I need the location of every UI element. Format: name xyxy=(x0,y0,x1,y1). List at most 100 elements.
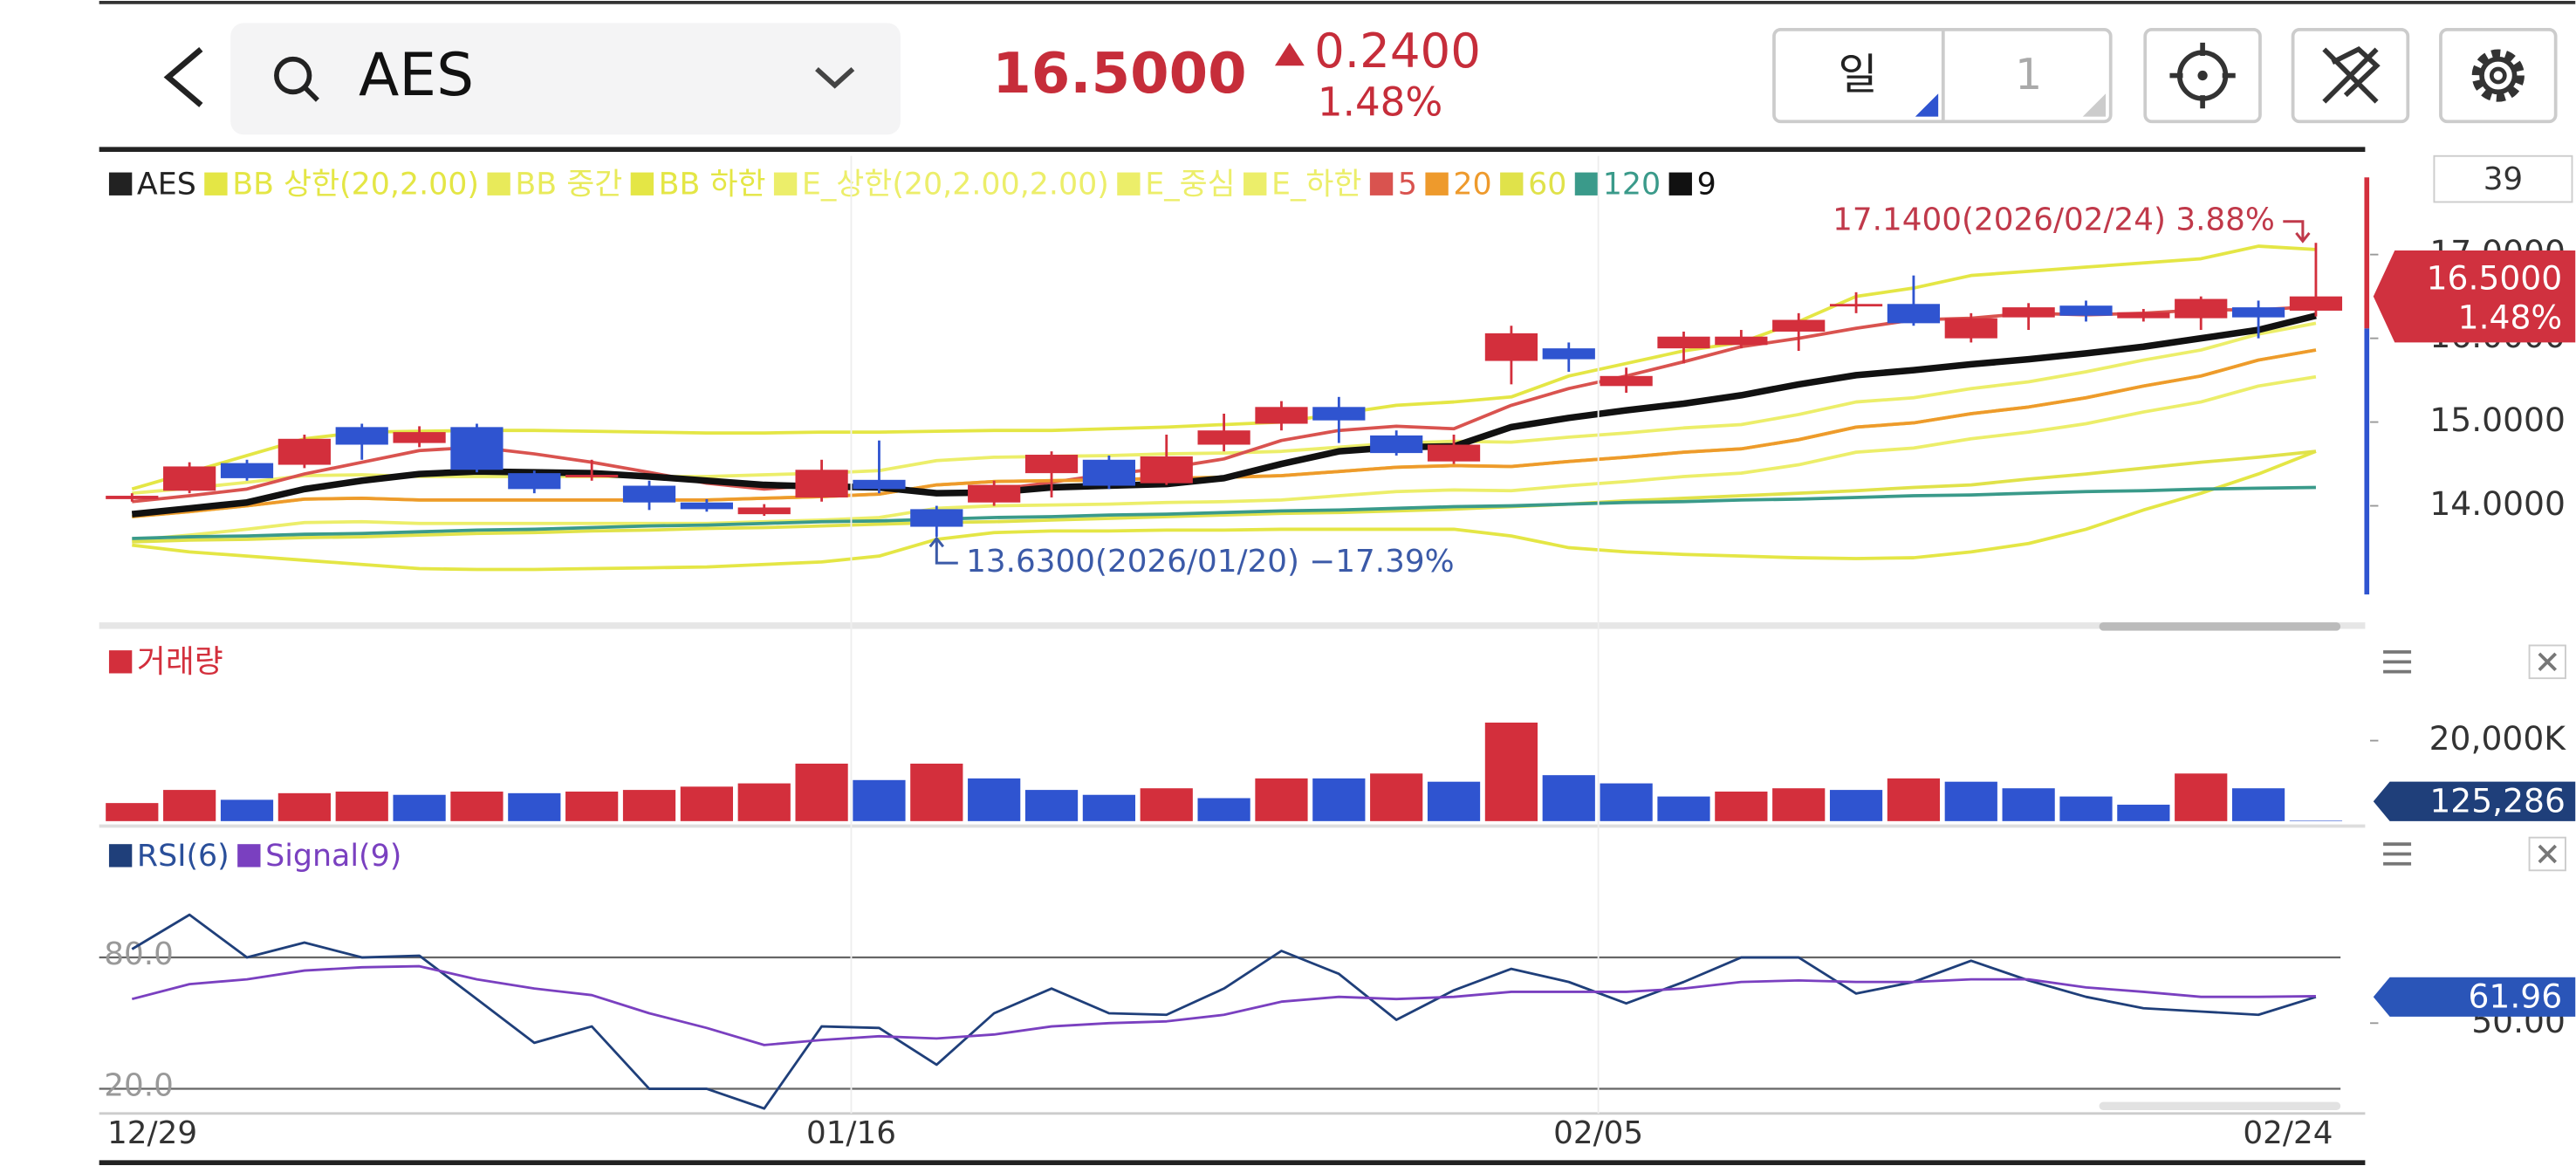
candle-body xyxy=(1542,348,1595,360)
volume-bar xyxy=(2289,820,2343,821)
search-box[interactable] xyxy=(230,23,901,135)
candle-body xyxy=(393,432,446,443)
indicator-line xyxy=(132,449,2317,572)
back-button[interactable] xyxy=(163,46,203,107)
indicator-line xyxy=(131,312,2317,518)
x-tick-label: 12/29 xyxy=(107,1115,197,1151)
scrollbar[interactable] xyxy=(2099,1101,2341,1111)
candle-body xyxy=(2059,305,2113,316)
legend-swatch xyxy=(1369,172,1394,195)
candle-body xyxy=(1197,430,1250,445)
candle-body xyxy=(1140,456,1193,484)
price-badge xyxy=(2373,250,2576,343)
scrollbar[interactable] xyxy=(2099,622,2341,631)
volume-bar xyxy=(2231,788,2285,821)
menu-icon[interactable] xyxy=(2383,842,2412,866)
candle-body xyxy=(565,475,619,477)
candle-body xyxy=(1427,444,1481,462)
change-badge-label: 1.48% xyxy=(2458,298,2563,336)
volume-bar xyxy=(1887,778,1941,821)
candle-body xyxy=(1944,318,1997,339)
candle-body xyxy=(508,473,561,490)
y-tick-label: 20.0 xyxy=(104,1068,174,1104)
volume-bar xyxy=(565,791,619,821)
volume-bar xyxy=(277,792,331,821)
low-annotation: 13.6300(2026/01/20) −17.39% xyxy=(966,544,1454,580)
candle-body xyxy=(622,485,676,503)
volume-bar xyxy=(737,783,791,821)
candle-body xyxy=(2117,312,2170,319)
candle-body xyxy=(2231,307,2285,318)
candle-body xyxy=(1829,304,1883,307)
volume-bar xyxy=(1657,796,1710,821)
legend-swatch xyxy=(1574,172,1599,195)
close-icon xyxy=(2538,652,2557,672)
volume-bar xyxy=(622,790,676,821)
y-tick-label: 15.0000 xyxy=(2429,401,2566,439)
gear-icon xyxy=(2479,56,2518,95)
candle-body xyxy=(1024,455,1079,474)
series-line xyxy=(131,964,2316,1046)
legend-swatch xyxy=(108,172,133,195)
legend-label: E_상한(20,2.00,2.00) xyxy=(802,168,1109,202)
high-annotation: 17.1400(2026/02/24) 3.88% xyxy=(1833,202,2275,238)
volume-bar xyxy=(220,799,274,821)
volume-bar xyxy=(1772,788,1826,821)
volume-bar xyxy=(1024,790,1079,821)
legend-label: E_하한 xyxy=(1271,168,1361,202)
legend-swatch xyxy=(204,172,228,195)
draw-icon xyxy=(2322,46,2381,104)
legend-label: RSI(6) xyxy=(137,839,230,874)
volume-bar xyxy=(910,763,963,821)
volume-bar xyxy=(2002,788,2055,821)
period-value[interactable]: 1 xyxy=(2015,50,2042,99)
candle-body xyxy=(2289,296,2343,311)
corner-mark xyxy=(2082,93,2107,117)
legend-swatch xyxy=(1243,172,1267,195)
candle-body xyxy=(335,427,388,445)
candle-body xyxy=(1772,319,1826,332)
legend-label: 60 xyxy=(1528,168,1566,202)
candle-body xyxy=(1657,336,1710,349)
candle-body xyxy=(1715,336,1768,346)
volume-bar xyxy=(1255,778,1308,821)
settings-button[interactable] xyxy=(2439,27,2558,124)
close-box[interactable] xyxy=(2528,644,2566,680)
volume-bar xyxy=(1312,778,1366,821)
volume-bar xyxy=(2059,796,2113,821)
legend-swatch xyxy=(1117,172,1141,195)
change-pct: 1.48% xyxy=(1318,79,1442,125)
volume-bar xyxy=(1140,788,1193,821)
legend-swatch xyxy=(1668,172,1692,195)
annotation-arrow xyxy=(928,536,958,565)
volume-bar xyxy=(163,790,216,821)
volume-bar xyxy=(1829,790,1883,821)
candle-body xyxy=(220,463,274,478)
volume-bar xyxy=(1370,773,1423,821)
legend-swatch xyxy=(487,172,510,195)
candle-body xyxy=(106,496,159,499)
candle-body xyxy=(1082,459,1136,486)
y-tick-label: 14.0000 xyxy=(2429,484,2566,523)
menu-icon[interactable] xyxy=(2383,650,2412,674)
price-badge-label: 16.5000 xyxy=(2427,258,2563,297)
volume-bar xyxy=(106,803,159,821)
indicator-line xyxy=(132,321,2317,496)
period-button[interactable]: 일 xyxy=(1838,50,1877,99)
volume-badge xyxy=(2373,781,2576,821)
volume-bar xyxy=(450,791,504,821)
candle-body xyxy=(450,427,504,470)
volume-bar xyxy=(1484,722,1538,821)
change: 0.2400 xyxy=(1314,23,1481,79)
series-line xyxy=(131,913,2317,1110)
volume-bar xyxy=(968,778,1021,821)
legend-label: BB 중간 xyxy=(515,168,622,202)
corner-mark xyxy=(1915,93,1939,117)
legend-label: AES xyxy=(137,168,196,202)
candle-body xyxy=(277,438,331,465)
legend-label: 20 xyxy=(1453,168,1491,202)
dropdown-icon[interactable] xyxy=(815,66,855,89)
legend-label: Signal(9) xyxy=(265,839,401,874)
